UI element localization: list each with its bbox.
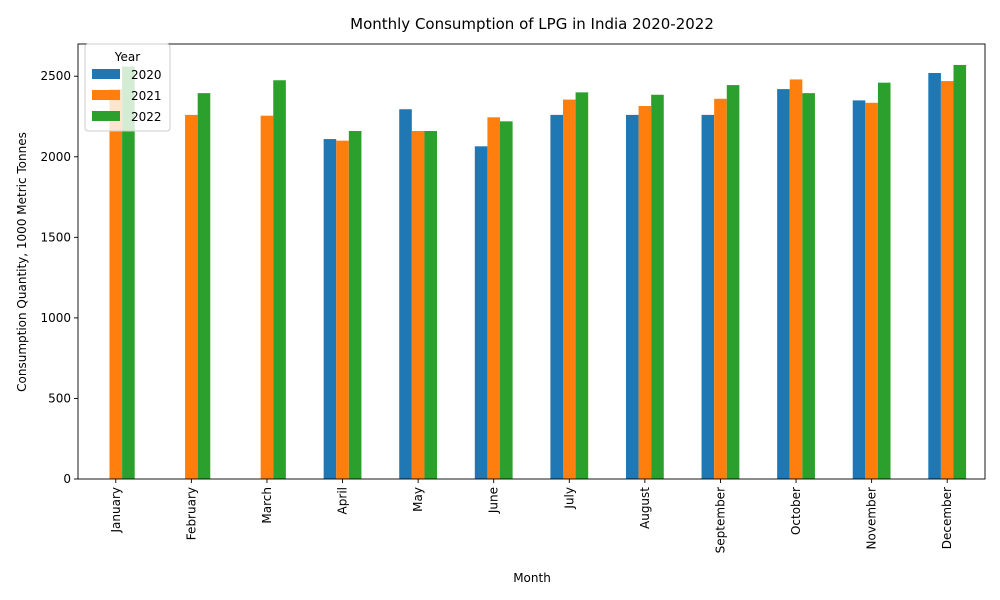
- bar-2022-july: [575, 92, 589, 479]
- legend-title: Year: [114, 50, 140, 64]
- bar-2021-october: [789, 79, 803, 479]
- legend-swatch-2021: [92, 90, 120, 100]
- y-tick-label: 2000: [40, 150, 71, 164]
- bar-2021-april: [336, 140, 349, 480]
- y-tick-label: 500: [48, 391, 71, 405]
- x-axis-title: Month: [513, 571, 551, 585]
- legend-swatch-2022: [92, 111, 120, 121]
- chart-title: Monthly Consumption of LPG in India 2020…: [350, 15, 714, 33]
- x-tick-label-march: March: [260, 487, 274, 524]
- bar-2020-april: [323, 139, 337, 479]
- bar-2021-july: [562, 99, 576, 479]
- bar-2022-may: [424, 131, 438, 479]
- bar-2020-october: [777, 89, 790, 480]
- x-tick-label-february: February: [184, 487, 198, 540]
- bar-2020-december: [928, 73, 941, 479]
- legend-label-2020: 2020: [131, 68, 162, 82]
- bar-2020-june: [474, 146, 488, 479]
- x-tick-label-april: April: [336, 487, 350, 514]
- x-tick-label-september: September: [713, 487, 727, 553]
- x-tick-label-january: January: [109, 487, 123, 534]
- bar-2022-march: [273, 80, 286, 479]
- axes-layer: 0 500 1000 1500 2000 2500 January February March…: [40, 43, 986, 553]
- bar-2021-may: [411, 131, 425, 479]
- bar-2020-september: [701, 114, 715, 479]
- bar-2021-september: [714, 98, 727, 479]
- bar-2022-june: [500, 121, 513, 479]
- bar-2021-november: [865, 102, 878, 479]
- x-tick-label-may: May: [411, 487, 425, 512]
- legend-entries: 2020 2021 2022: [92, 68, 162, 124]
- bar-2022-august: [651, 94, 664, 479]
- x-tick-label-june: June: [487, 487, 501, 514]
- bar-2021-january: [109, 89, 123, 480]
- y-axis-title: Consumption Quantity, 1000 Metric Tonnes: [15, 132, 29, 392]
- legend-swatch-2020: [92, 69, 120, 79]
- bars-layer: [109, 64, 967, 480]
- bar-2021-december: [940, 81, 954, 479]
- bar-2022-november: [877, 82, 891, 480]
- x-tick-label-august: August: [638, 487, 652, 529]
- bar-2022-april: [348, 131, 362, 479]
- legend: Year 2020 2021 2022: [84, 43, 171, 132]
- legend-label-2021: 2021: [131, 89, 162, 103]
- bar-2021-february: [185, 114, 198, 479]
- bar-2020-november: [852, 100, 866, 479]
- y-tick-label: 1000: [40, 311, 71, 325]
- x-tick-label-july: July: [562, 487, 576, 510]
- y-tick-label: 2500: [40, 69, 71, 83]
- y-tick-label: 0: [63, 472, 71, 486]
- bar-2021-august: [638, 106, 652, 479]
- legend-box: [84, 43, 171, 132]
- bar-2022-december: [953, 64, 967, 479]
- bar-2022-october: [802, 93, 815, 479]
- bar-2022-september: [726, 85, 740, 479]
- x-tick-label-november: November: [865, 487, 879, 549]
- bar-2022-february: [197, 93, 211, 479]
- x-tick-label-december: December: [940, 487, 954, 549]
- bar-2020-august: [625, 114, 639, 479]
- legend-label-2022: 2022: [131, 110, 162, 124]
- plot-frame: [77, 43, 986, 480]
- bar-2022-january: [122, 66, 135, 479]
- x-tick-label-october: October: [789, 487, 803, 535]
- bar-2021-march: [260, 115, 274, 479]
- bar-2021-june: [487, 117, 501, 479]
- bar-2020-july: [550, 114, 563, 479]
- bar-2020-may: [399, 109, 412, 479]
- y-tick-label: 1500: [40, 230, 71, 244]
